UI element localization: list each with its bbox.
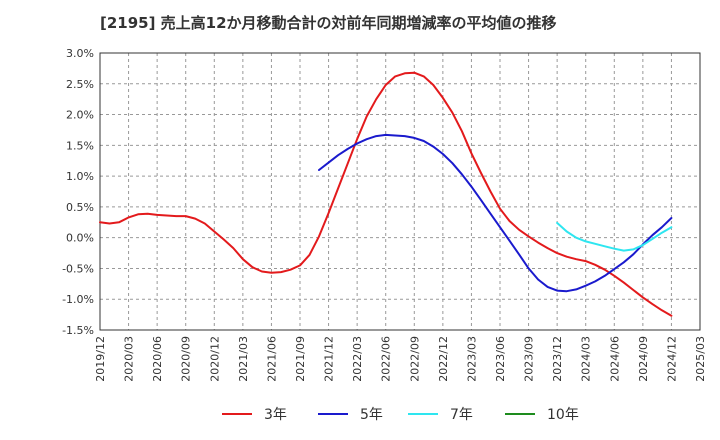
y-tick-label: 0.5% — [66, 201, 94, 214]
series-lines — [99, 71, 673, 317]
legend-label: 3年 — [264, 407, 287, 423]
legend-label: 7年 — [450, 407, 473, 423]
y-tick-label: 2.5% — [66, 78, 94, 91]
x-tick-label: 2019/12 — [94, 336, 107, 382]
x-tick-label: 2020/03 — [123, 336, 136, 382]
chart-title: [2195] 売上高12か月移動合計の対前年同期増減率の平均値の推移 — [100, 14, 557, 32]
legend-label: 5年 — [360, 407, 383, 423]
y-tick-label: -1.5% — [62, 324, 94, 337]
x-tick-label: 2023/09 — [523, 336, 536, 382]
x-tick-label: 2021/12 — [323, 336, 336, 382]
y-axis-ticks: 3.0% 2.5% 2.0% 1.5% 1.0% 0.5% 0.0% -0.5% -1.0% -1… — [62, 47, 94, 337]
x-tick-label: 2022/03 — [351, 336, 364, 382]
x-tick-label: 2022/06 — [380, 336, 393, 382]
x-tick-label: 2020/09 — [180, 336, 193, 382]
x-tick-label: 2020/12 — [208, 336, 221, 382]
legend: 3年 5年 7年 10年 — [222, 407, 579, 423]
x-tick-label: 2024/03 — [580, 336, 593, 382]
series-line-1 — [318, 133, 673, 293]
x-tick-label: 2022/12 — [437, 336, 450, 382]
x-tick-label: 2022/09 — [408, 336, 421, 382]
y-tick-label: 1.5% — [66, 139, 94, 152]
x-tick-label: 2023/12 — [551, 336, 564, 382]
plot-area — [99, 52, 701, 331]
y-tick-label: 3.0% — [66, 47, 94, 60]
x-tick-label: 2023/03 — [465, 336, 478, 382]
series-line-2 — [556, 221, 673, 252]
x-tick-label: 2024/09 — [637, 336, 650, 382]
x-tick-label: 2024/06 — [608, 336, 621, 382]
x-tick-label: 2020/06 — [151, 336, 164, 382]
x-tick-label: 2021/09 — [294, 336, 307, 382]
x-tick-label: 2021/03 — [237, 336, 250, 382]
x-tick-label: 2025/03 — [694, 336, 707, 382]
y-tick-label: 2.0% — [66, 109, 94, 122]
x-tick-label: 2024/12 — [665, 336, 678, 382]
legend-label: 10年 — [547, 407, 579, 423]
y-tick-label: -1.0% — [62, 293, 94, 306]
y-tick-label: 0.0% — [66, 232, 94, 245]
x-tick-label: 2021/06 — [265, 336, 278, 382]
grid-lines — [100, 53, 700, 330]
y-tick-label: 1.0% — [66, 170, 94, 183]
y-tick-label: -0.5% — [62, 262, 94, 275]
x-axis-ticks: 2019/12 2020/03 2020/06 2020/09 2020/12 2021/… — [94, 336, 707, 382]
x-tick-label: 2023/06 — [494, 336, 507, 382]
series-line-0 — [99, 71, 673, 317]
